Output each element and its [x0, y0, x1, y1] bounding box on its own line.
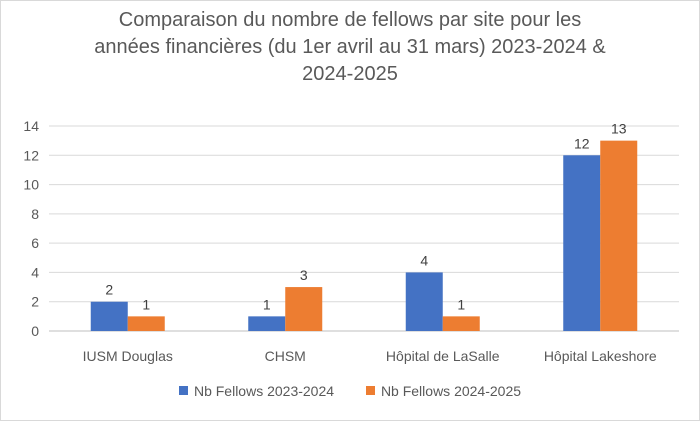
data-label-2-4: 13 — [611, 121, 627, 137]
y-tick-label-4: 4 — [31, 264, 39, 280]
y-tick-label-2: 2 — [31, 294, 39, 310]
legend-label-series-2: Nb Fellows 2024-2025 — [380, 382, 522, 399]
bar-2-4 — [600, 140, 638, 331]
x-tick-label-1: IUSM Douglas — [83, 348, 173, 364]
y-tick-label-6: 6 — [31, 235, 39, 251]
bar-2-1 — [127, 316, 165, 331]
legend: Nb Fellows 2023-2024 Nb Fellows 2024-202… — [1, 382, 699, 399]
data-label-1-1: 2 — [105, 282, 113, 298]
bar-1-2 — [248, 316, 286, 331]
y-tick-label-8: 8 — [31, 206, 39, 222]
legend-swatch-series-2 — [365, 386, 375, 395]
bar-1-3 — [405, 272, 443, 331]
legend-swatch-series-1 — [178, 386, 188, 395]
bar-2-3 — [442, 316, 480, 331]
x-tick-label-4: Hôpital Lakeshore — [544, 348, 657, 364]
chart-title-line-3: 2024-2025 — [302, 63, 398, 85]
chart-title-line-1: Comparaison du nombre de fellows par sit… — [118, 9, 582, 31]
chart-title: Comparaison du nombre de fellows par sit… — [1, 7, 699, 88]
bar-2-2 — [285, 287, 323, 331]
data-label-1-4: 12 — [574, 135, 590, 151]
legend-item-series-1: Nb Fellows 2023-2024 — [178, 382, 335, 399]
y-tick-label-14: 14 — [23, 118, 39, 134]
y-tick-label-10: 10 — [23, 177, 39, 193]
legend-label-series-1: Nb Fellows 2023-2024 — [193, 382, 335, 399]
data-label-2-1: 1 — [142, 296, 150, 312]
bar-1-1 — [90, 301, 128, 331]
data-label-1-2: 1 — [263, 296, 271, 312]
chart-title-line-2: années financières (du 1er avril au 31 m… — [94, 36, 606, 58]
legend-item-series-2: Nb Fellows 2024-2025 — [365, 382, 522, 399]
x-tick-label-2: CHSM — [265, 348, 306, 364]
y-tick-label-0: 0 — [31, 323, 39, 339]
data-label-1-3: 4 — [420, 252, 428, 268]
data-label-2-3: 1 — [457, 296, 465, 312]
data-label-2-2: 3 — [300, 267, 308, 283]
y-tick-label-12: 12 — [23, 147, 39, 163]
x-tick-label-3: Hôpital de LaSalle — [386, 348, 500, 364]
bar-1-4 — [563, 155, 601, 331]
